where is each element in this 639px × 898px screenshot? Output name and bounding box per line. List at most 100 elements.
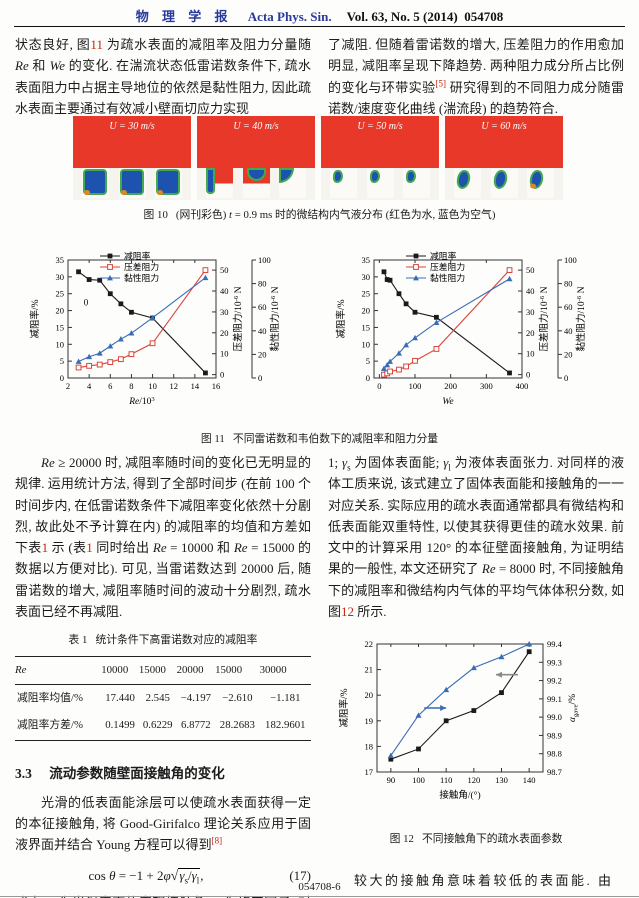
table-cell: −1.181 xyxy=(270,691,301,704)
right2-tick-label: 60 xyxy=(258,302,267,312)
marker-open-square xyxy=(506,267,513,274)
annotation-arrowhead xyxy=(440,705,447,712)
right-tick-label: 98.7 xyxy=(547,767,562,777)
right2-tick-label: 20 xyxy=(258,349,267,359)
text-segment: 为疏水表面的减阻率及阻力分量随 xyxy=(102,37,311,52)
marker-square xyxy=(443,718,449,724)
series-line xyxy=(390,643,530,757)
table-cell: −4.197 xyxy=(180,691,212,704)
text-segment: 所示. xyxy=(354,604,387,620)
y-tick-label: 20 xyxy=(362,306,371,316)
groove-cell xyxy=(82,168,109,198)
right-axis-label: 压差阻力/10-6 N xyxy=(232,286,244,351)
y-tick-label: 35 xyxy=(56,255,65,265)
text-segment: 1; xyxy=(328,455,342,470)
right-tick-label: 98.8 xyxy=(547,749,562,759)
x-tick-label: 16 xyxy=(212,381,221,391)
text-segment: s xyxy=(347,462,351,473)
x-tick-label: 100 xyxy=(412,775,425,785)
text-segment: t xyxy=(229,209,233,221)
groove-row xyxy=(73,168,191,200)
marker-triangle xyxy=(387,358,394,364)
table-cell: 182.9601 xyxy=(265,719,306,732)
groove-cell xyxy=(490,168,518,198)
marker-square xyxy=(499,690,504,696)
text-segment: l xyxy=(448,462,451,473)
right2-tick-label: 80 xyxy=(258,279,267,289)
text-segment: = 15000 的数据以方便对比). 可见, 当雷诺数达到 20000 后, 随… xyxy=(15,540,311,620)
marker-triangle xyxy=(202,274,209,281)
y-tick-label: 20 xyxy=(365,691,374,701)
marker-triangle xyxy=(75,358,82,364)
text-segment: ≥ 20000 时, 减阻率随时间的变化已无明显的规律. 运用统计方法, 得到了… xyxy=(15,455,311,556)
text-segment: γ xyxy=(179,867,185,883)
right-tick-label: 99.0 xyxy=(547,713,562,723)
fig10-panel-label: U = 50 m/s xyxy=(357,121,403,132)
marker-square xyxy=(413,253,419,259)
marker-triangle xyxy=(413,275,419,281)
text-segment: γ xyxy=(443,455,449,470)
text-segment: 了减阻. 但随着雷诺数的增大, 压差阻力的作用愈加明显, 减阻率呈现下降趋势. … xyxy=(328,37,624,95)
air-blob xyxy=(455,169,472,190)
plot-frame xyxy=(67,259,217,379)
marker-triangle xyxy=(96,350,103,356)
right-tick-label: 40 xyxy=(526,286,535,296)
journal-header: 物 理 学 报 Acta Phys. Sin. Vol. 63, No. 5 (… xyxy=(0,6,639,25)
intro-right-paragraph: 了减阻. 但随着雷诺数的增大, 压差阻力的作用愈加明显, 减阻率呈现下降趋势. … xyxy=(328,34,624,119)
marker-open-square xyxy=(433,346,440,352)
series-line xyxy=(383,271,510,374)
text-segment: = 10000 和 xyxy=(166,540,234,556)
table-cell: 28.2683 xyxy=(219,719,255,732)
y-tick-label: 18 xyxy=(365,742,374,752)
main-columns: Re ≥ 20000 时, 减阻率随时间的变化已无明显的规律. 运用统计方法, … xyxy=(15,452,624,898)
marker-square xyxy=(396,291,402,297)
legend-label: 压差阻力 xyxy=(124,261,159,272)
text-segment: l xyxy=(196,875,200,886)
marker-open-square xyxy=(96,361,103,368)
marker-open-square xyxy=(403,363,409,370)
section-title: 流动参数随壁面接触角的变化 xyxy=(49,765,225,781)
marker-square xyxy=(107,253,113,259)
text-segment: 光滑的低表面能涂层可以使疏水表面获得一定的本征接触角, 将 Good-Girif… xyxy=(15,794,311,853)
y-tick-label: 30 xyxy=(56,272,65,282)
marker-square xyxy=(412,309,418,315)
marker-square xyxy=(107,291,113,297)
text-segment: 1 xyxy=(41,540,49,556)
marker-open-square xyxy=(413,264,419,270)
marker-square xyxy=(507,370,512,376)
section-number: 3.3 xyxy=(15,765,32,781)
text-segment: Re xyxy=(152,540,167,556)
x-tick-label: 6 xyxy=(108,381,112,391)
text-segment: 研究得到的不同阻力成分随雷诺数/速度变化曲线 (湍流段) 的趋势符合. xyxy=(328,79,624,116)
text-segment: Re xyxy=(233,540,248,556)
intro-columns: 状态良好, 图11 为疏水表面的减阻率及阻力分量随 Re 和 We 的变化. 在… xyxy=(15,34,624,119)
text-segment: Re xyxy=(15,663,27,676)
x-tick-label: 100 xyxy=(409,381,422,391)
x-tick-label: 10 xyxy=(148,381,157,391)
table-header-cell: Re xyxy=(15,656,102,685)
marker-square xyxy=(118,301,124,307)
x-tick-label: 4 xyxy=(87,381,92,391)
marker-square xyxy=(97,277,103,283)
left-column: Re ≥ 20000 时, 减阻率随时间的变化已无明显的规律. 运用统计方法, … xyxy=(15,452,311,898)
marker-triangle xyxy=(86,353,93,360)
x-tick-label: 14 xyxy=(191,381,200,391)
second-right-axis-label: 黏性阻力/10-6 N xyxy=(575,286,587,351)
x-tick-label: 12 xyxy=(169,381,178,391)
legend-label: 减阻率 xyxy=(430,250,457,261)
right-tick-label: 30 xyxy=(526,307,535,317)
table-header-cell: 30000 xyxy=(259,656,311,685)
fig10-panel-label: U = 40 m/s xyxy=(233,121,279,132)
bottom-rule xyxy=(0,896,639,897)
right-tick-label: 99.3 xyxy=(547,658,562,668)
table-row: 减阻率均值/% 17.440 2.545 −4.197 −2.610 −1.181 xyxy=(15,684,311,712)
marker-triangle xyxy=(470,665,477,671)
x-axis-label: We xyxy=(442,397,453,407)
figure10: U = 30 m/s U = 40 m/s U = 50 m/s U = 60 m/s xyxy=(73,116,563,200)
text-segment: [8] xyxy=(211,836,223,847)
groove-cell xyxy=(118,168,146,198)
air-blob xyxy=(528,169,545,190)
groove-row xyxy=(445,168,563,200)
marker-square xyxy=(381,269,387,275)
